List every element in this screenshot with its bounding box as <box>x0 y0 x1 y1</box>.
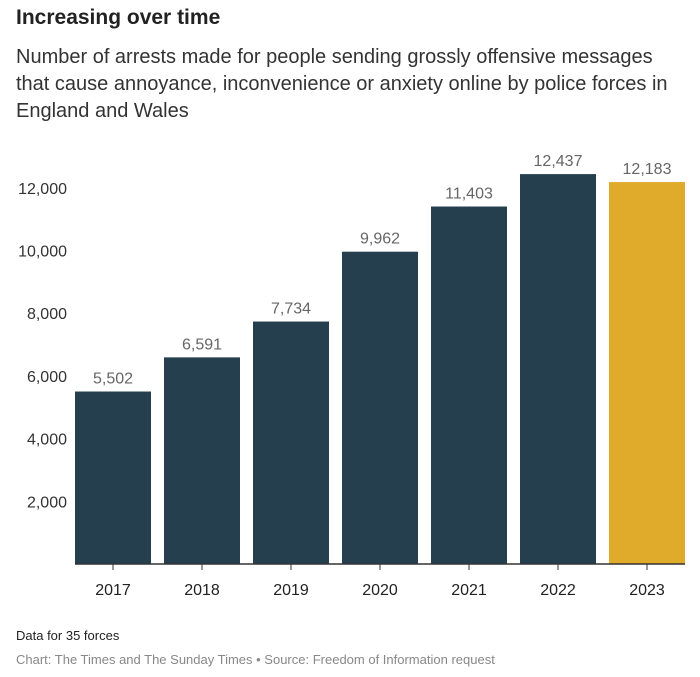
y-tick-label: 6,000 <box>27 369 67 386</box>
x-tick-label: 2023 <box>629 582 665 599</box>
data-label: 12,183 <box>623 161 672 178</box>
bar-2023 <box>609 182 685 565</box>
y-tick-label: 10,000 <box>18 244 67 261</box>
y-tick-label: 8,000 <box>27 306 67 323</box>
x-tick-label: 2018 <box>184 582 220 599</box>
data-label: 5,502 <box>93 371 133 388</box>
chart-source: Chart: The Times and The Sunday Times • … <box>16 652 495 667</box>
chart-note: Data for 35 forces <box>16 628 120 643</box>
chart-title: Increasing over time <box>16 6 221 29</box>
data-label: 6,591 <box>182 336 222 353</box>
x-tick-label: 2017 <box>95 582 131 599</box>
data-label: 12,437 <box>534 153 583 170</box>
y-tick-label: 4,000 <box>27 432 67 449</box>
x-tick-label: 2022 <box>540 582 576 599</box>
y-tick-label: 12,000 <box>18 181 67 198</box>
data-label: 9,962 <box>360 231 400 248</box>
x-tick-label: 2021 <box>451 582 487 599</box>
y-tick-label: 2,000 <box>27 494 67 511</box>
bar-2019 <box>253 321 329 564</box>
chart-subtitle: Number of arrests made for people sendin… <box>16 46 668 122</box>
bar-2020 <box>342 251 418 565</box>
x-tick-label: 2019 <box>273 582 309 599</box>
x-tick-label: 2020 <box>362 582 398 599</box>
bar-2021 <box>431 206 507 565</box>
data-label: 11,403 <box>445 186 493 203</box>
data-label: 7,734 <box>271 301 311 318</box>
bar-2022 <box>520 174 596 565</box>
bar-2018 <box>164 357 240 564</box>
bar-2017 <box>75 391 151 564</box>
